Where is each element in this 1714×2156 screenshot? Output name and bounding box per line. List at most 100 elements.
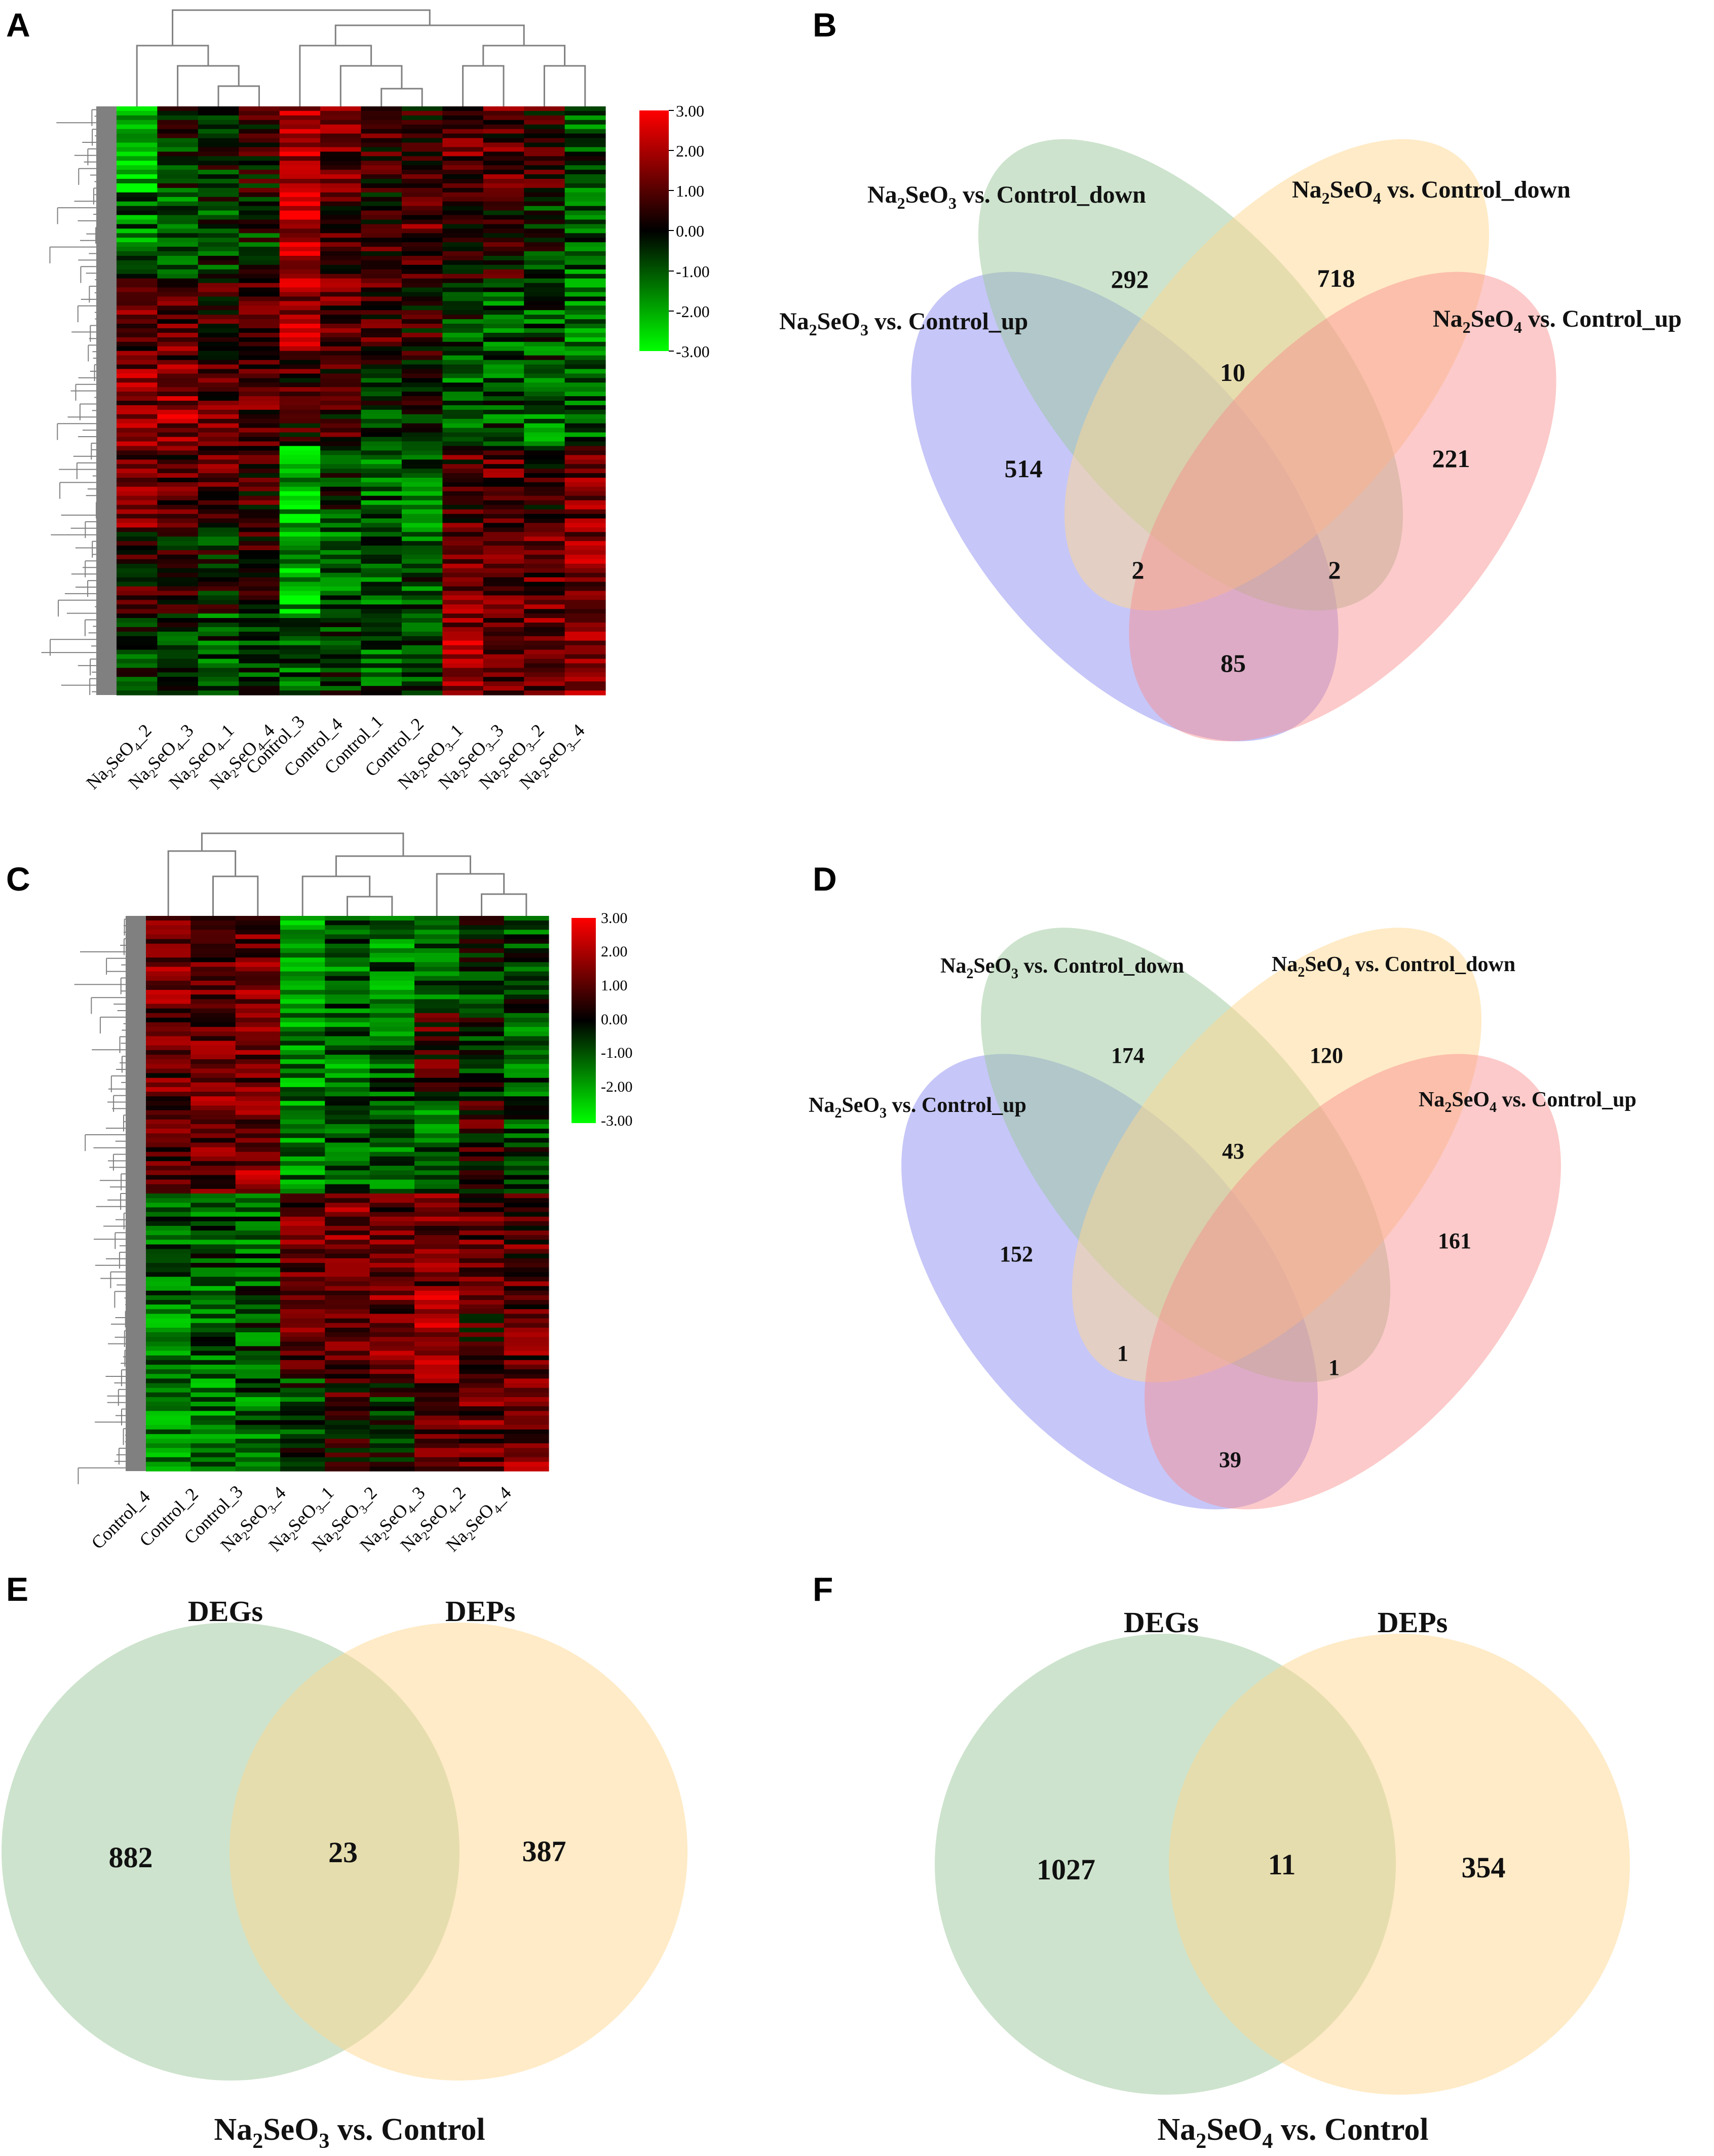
heatmap-cell xyxy=(504,1295,549,1300)
heatmap-cell xyxy=(504,1170,549,1175)
heatmap-cell xyxy=(483,546,524,551)
heatmap-cell xyxy=(198,423,239,429)
heatmap-cell xyxy=(524,206,565,211)
heatmap-cell xyxy=(361,437,402,442)
heatmap-cell xyxy=(235,990,281,995)
heatmap-cell xyxy=(146,1452,191,1458)
heatmap-cell xyxy=(564,360,606,365)
heatmap-cell xyxy=(483,613,524,619)
heatmap-cell xyxy=(524,405,565,410)
heatmap-cell xyxy=(198,478,239,483)
heatmap-cell xyxy=(117,609,158,614)
heatmap-cell xyxy=(235,1406,281,1411)
heatmap-cell xyxy=(239,568,280,573)
heatmap-cell xyxy=(369,1133,415,1138)
heatmap-cell xyxy=(325,957,370,962)
heatmap-cell xyxy=(191,939,236,944)
heatmap-cell xyxy=(191,1077,236,1083)
heatmap-cell xyxy=(442,455,484,460)
heatmap-cell xyxy=(239,305,280,311)
heatmap-cell xyxy=(279,396,321,401)
heatmap-cell xyxy=(442,604,484,609)
heatmap-cell xyxy=(320,233,362,238)
heatmap-cell xyxy=(239,591,280,596)
heatmap-cell xyxy=(369,1221,415,1226)
heatmap-cell xyxy=(564,636,606,641)
heatmap-cell xyxy=(369,1448,415,1453)
heatmap-cell xyxy=(157,378,199,383)
venn-set-label: Na2SeO4 vs. Control_up xyxy=(1419,1088,1636,1115)
heatmap-cell xyxy=(401,586,443,591)
heatmap-cell xyxy=(239,161,280,166)
heatmap-cell xyxy=(414,1327,460,1333)
heatmap-cell xyxy=(504,976,549,981)
heatmap-cell xyxy=(239,382,280,388)
heatmap-cell xyxy=(414,1194,460,1199)
heatmap-cell xyxy=(414,1286,460,1291)
heatmap-cell xyxy=(401,577,443,583)
heatmap-cell xyxy=(483,373,524,378)
heatmap-cell xyxy=(279,623,321,628)
heatmap-cell xyxy=(235,1327,281,1333)
heatmap-cell xyxy=(504,1041,549,1046)
heatmap-cell xyxy=(483,478,524,483)
heatmap-cell xyxy=(401,129,443,134)
heatmap-cell xyxy=(369,1258,415,1263)
heatmap-cell xyxy=(239,215,280,220)
heatmap-cell xyxy=(524,174,565,179)
heatmap-cell xyxy=(564,491,606,496)
heatmap-cell xyxy=(280,1272,325,1277)
heatmap-cell xyxy=(442,495,484,501)
heatmap-cell xyxy=(117,640,158,646)
heatmap-cell xyxy=(157,129,199,134)
heatmap-cell xyxy=(146,1068,191,1074)
heatmap-cell xyxy=(504,1221,549,1226)
heatmap-cell xyxy=(401,332,443,338)
heatmap-cell xyxy=(320,238,362,243)
heatmap-cell xyxy=(280,1179,325,1185)
heatmap-cell xyxy=(325,1031,370,1036)
heatmap-cell xyxy=(442,423,484,429)
heatmap-cell xyxy=(320,631,362,637)
heatmap-cell xyxy=(483,120,524,125)
heatmap-cell xyxy=(320,133,362,139)
heatmap-cell xyxy=(401,418,443,424)
heatmap-cell xyxy=(414,1022,460,1027)
heatmap-cell xyxy=(279,418,321,424)
heatmap-cell xyxy=(459,1068,505,1074)
heatmap-cell xyxy=(191,967,236,972)
heatmap-cell xyxy=(239,274,280,279)
heatmap-cell xyxy=(157,554,199,560)
heatmap-cell xyxy=(279,500,321,506)
heatmap-cell xyxy=(239,532,280,537)
heatmap-cell xyxy=(361,319,402,324)
heatmap-cell xyxy=(235,1179,281,1185)
heatmap-cell xyxy=(564,441,606,446)
heatmap-cell xyxy=(320,441,362,446)
heatmap-cell xyxy=(442,315,484,320)
heatmap-cell xyxy=(191,930,236,935)
heatmap-cell xyxy=(459,1151,505,1157)
heatmap-cell xyxy=(235,1175,281,1180)
heatmap-cell xyxy=(146,1383,191,1389)
heatmap-cell xyxy=(325,1068,370,1074)
heatmap-cell xyxy=(483,197,524,202)
heatmap-cell xyxy=(504,1374,549,1379)
heatmap-cell xyxy=(325,1295,370,1300)
heatmap-cell xyxy=(235,1420,281,1426)
heatmap-cell xyxy=(320,405,362,410)
heatmap-cell xyxy=(157,179,199,184)
heatmap-cell xyxy=(564,260,606,265)
heatmap-cell xyxy=(157,604,199,609)
heatmap-cell xyxy=(235,1346,281,1352)
heatmap-cell xyxy=(157,315,199,320)
heatmap-cell xyxy=(117,341,158,347)
heatmap-cell xyxy=(239,491,280,496)
heatmap-cell xyxy=(401,645,443,650)
heatmap-cell xyxy=(191,1059,236,1064)
heatmap-cell xyxy=(117,392,158,397)
heatmap-cell xyxy=(117,677,158,682)
heatmap-cell xyxy=(279,332,321,338)
heatmap-cell xyxy=(279,505,321,510)
